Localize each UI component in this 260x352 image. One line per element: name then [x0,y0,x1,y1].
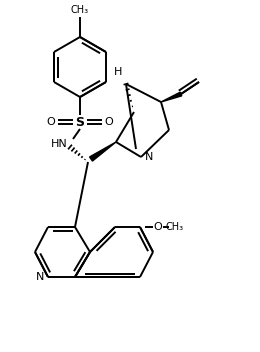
Text: O: O [105,117,113,127]
Text: HN: HN [51,139,67,149]
Text: CH₃: CH₃ [71,5,89,15]
Text: S: S [75,115,84,128]
Text: H: H [114,67,122,77]
Text: CH₃: CH₃ [166,222,184,232]
Text: N: N [145,152,153,162]
Text: O: O [154,222,162,232]
Polygon shape [161,92,182,102]
Polygon shape [90,142,116,161]
Text: O: O [47,117,55,127]
Text: N: N [36,272,44,282]
